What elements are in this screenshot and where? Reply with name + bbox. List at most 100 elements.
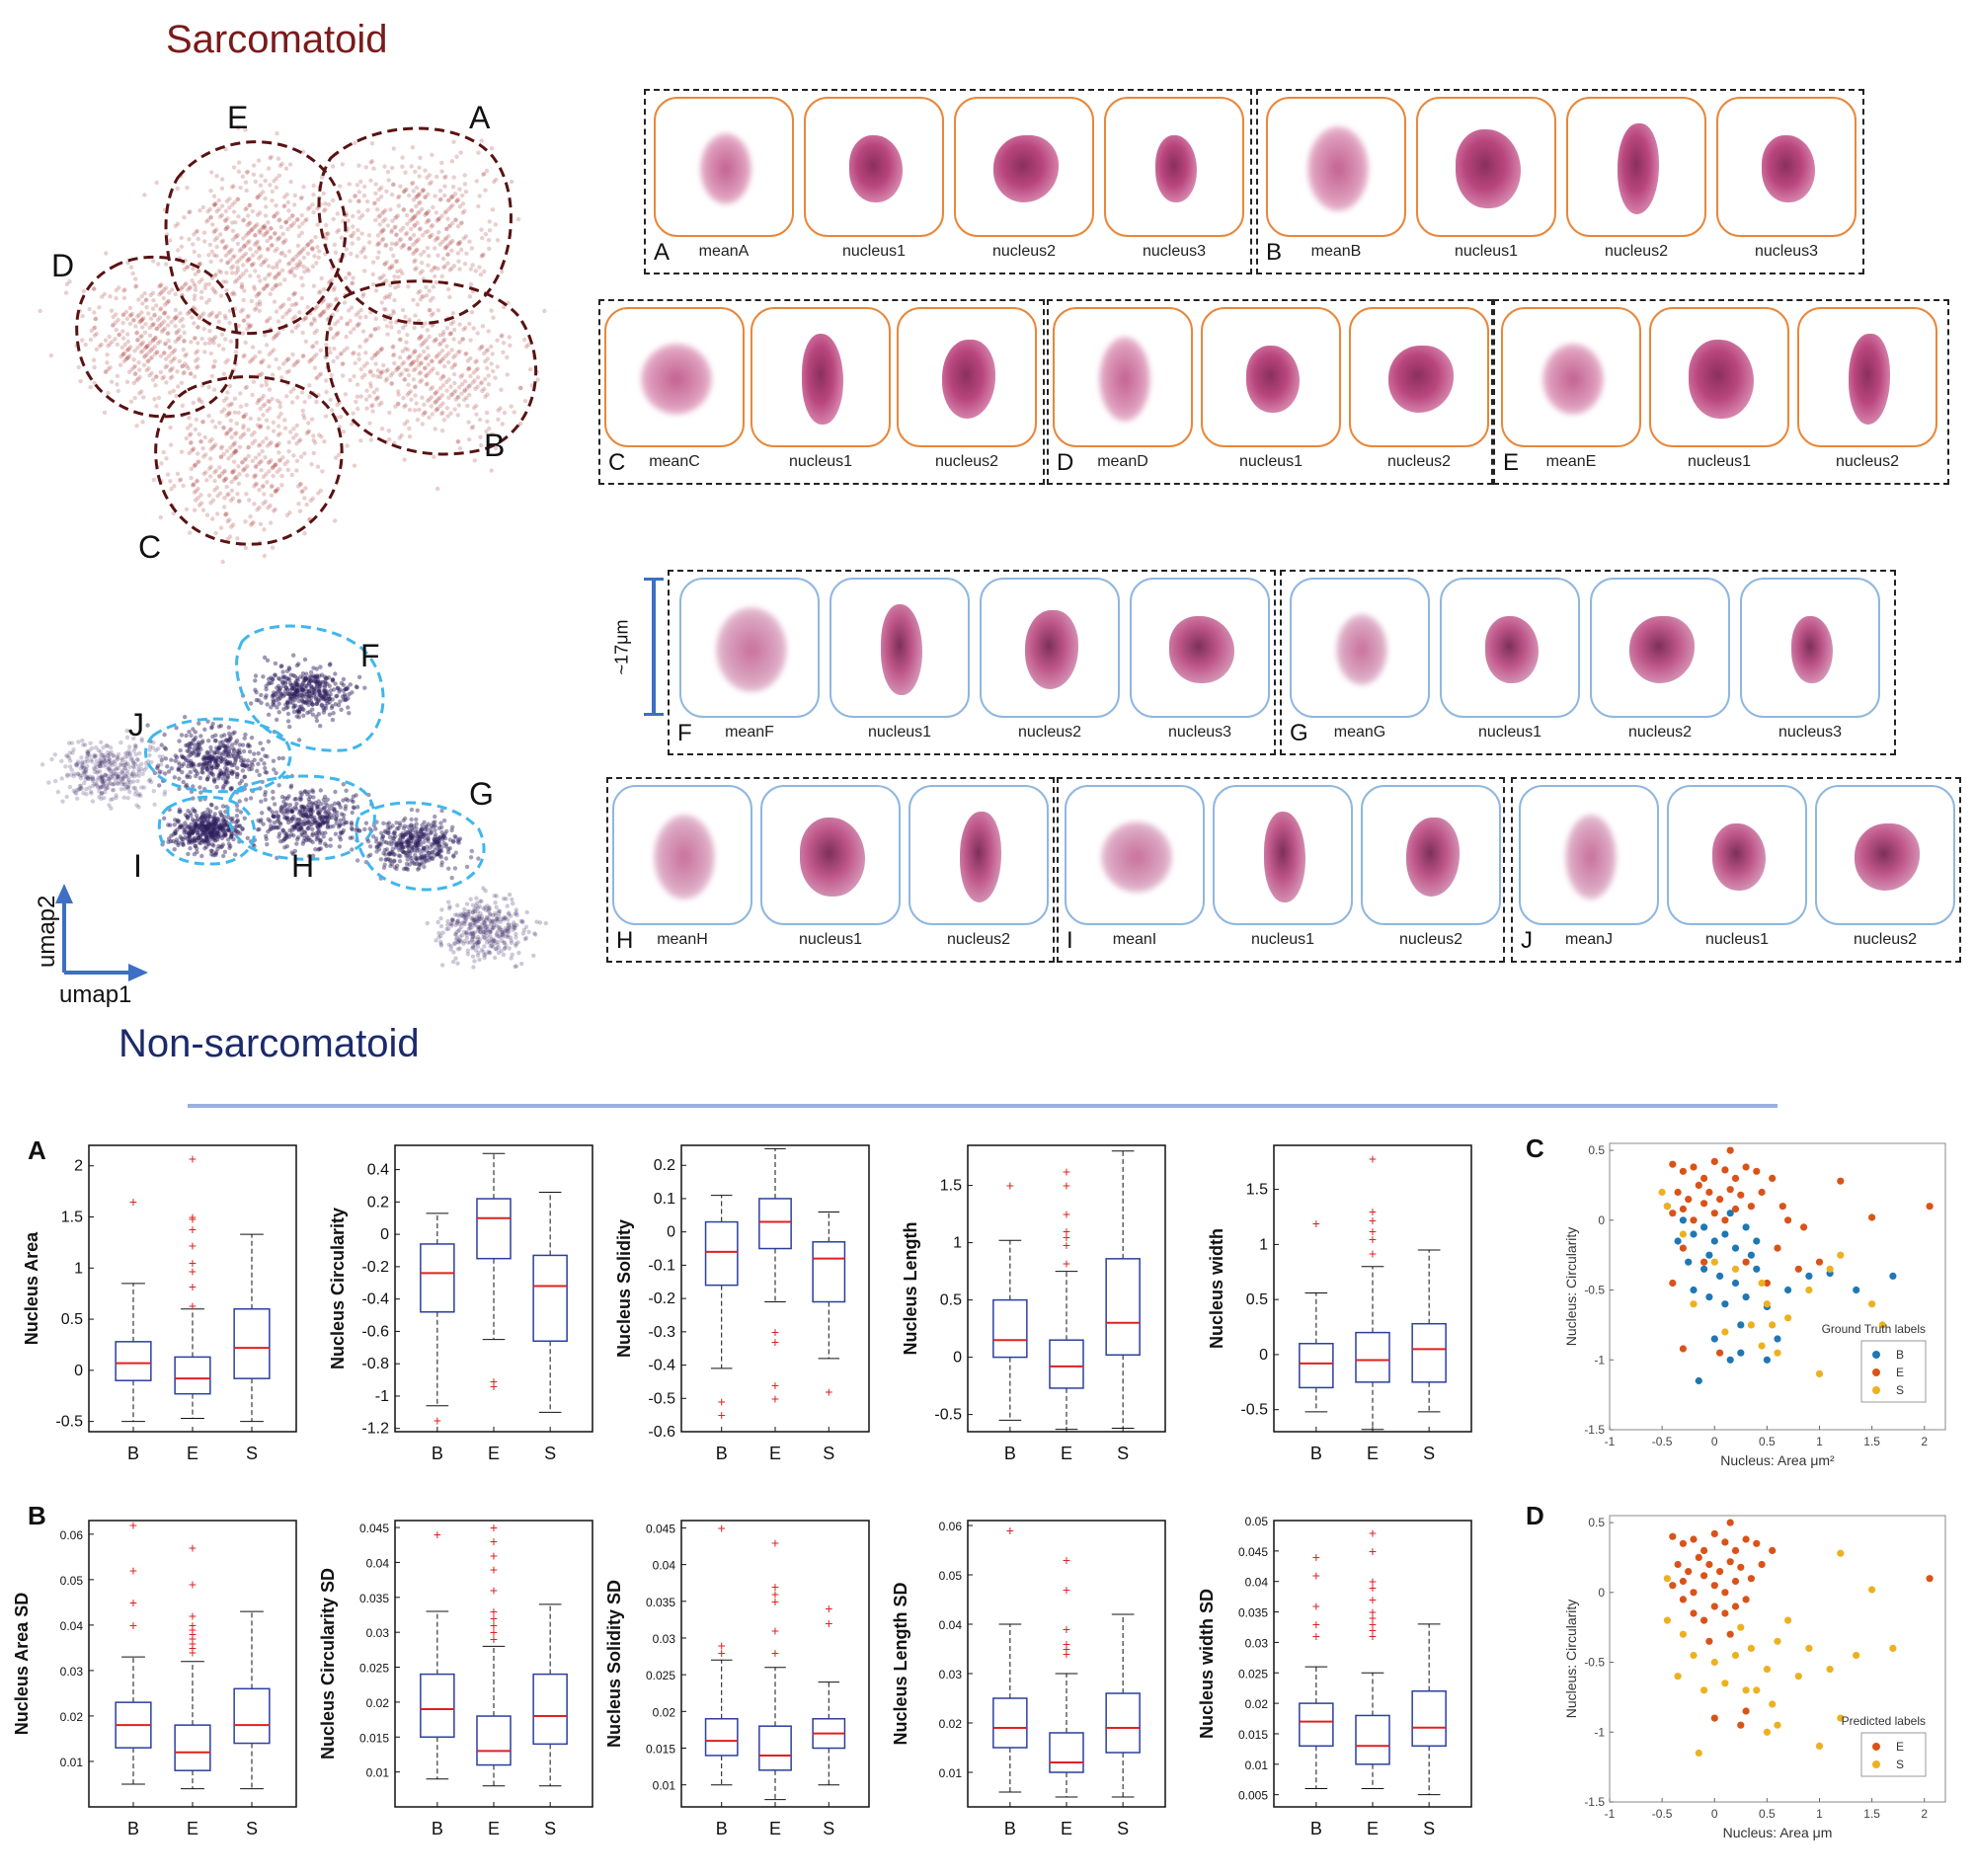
y-tick-label: 0.01 [653,1779,676,1793]
data-point [1853,1651,1860,1660]
data-point [1663,1203,1671,1211]
data-point [1690,1589,1698,1597]
x-tick-label: B [127,1444,139,1463]
box-e: +++++++++E [174,1150,211,1463]
cluster-label-g: G [469,776,494,812]
x-tick-label: 2 [1921,1435,1928,1448]
nucleus-tile [1566,97,1706,237]
data-point [1721,1166,1729,1174]
data-point [1690,1535,1698,1543]
data-point [1769,1321,1777,1329]
cluster-outline-d [75,255,239,419]
x-tick-label: E [1061,1819,1072,1838]
outlier-marker: + [1369,1204,1377,1219]
iqr-box [758,1198,792,1250]
data-point [1700,1616,1708,1624]
data-point [1726,1146,1734,1154]
legend-label: S [1896,1758,1904,1771]
outlier-marker: + [1369,1223,1377,1239]
data-point [1695,1553,1702,1561]
legend-title: Predicted labels [1842,1714,1926,1728]
outlier-marker: + [490,1631,498,1647]
nucleus-tile [897,307,1037,447]
outlier-marker: + [1063,1636,1070,1652]
data-point [1769,1700,1777,1708]
y-tick-label: -0.5 [1240,1402,1268,1419]
nucleus-caption: nucleus2 [1627,724,1693,741]
outlier-marker: + [1312,1598,1320,1613]
data-point [1763,1356,1771,1364]
iqr-box [704,1220,739,1287]
nucleus-tile [1740,578,1880,718]
nucleus-caption: nucleus1 [867,724,932,741]
data-point [1710,1658,1718,1667]
y-axis-label: Nucleus: Circularity [1563,1227,1579,1347]
data-point [1705,1293,1713,1301]
data-point [1805,1272,1813,1280]
legend-marker [1872,1351,1880,1359]
data-point [1679,1205,1687,1213]
iqr-box [1411,1690,1447,1748]
iqr-box [1411,1322,1447,1383]
x-tick-label: S [823,1444,834,1463]
box-b: +++B [704,1520,739,1838]
data-point [1731,1602,1740,1610]
nucleus-image [1155,135,1197,202]
legend-marker [1872,1368,1880,1376]
nucleus-image [960,812,1001,902]
y-tick-label: -0.4 [648,1358,675,1374]
umap-plot: E A D B C F J G I H umap2 umap1 [34,100,548,1007]
data-point [1731,1205,1740,1213]
series-s [1658,1188,1886,1377]
x-tick-label: B [1310,1444,1322,1463]
nucleus-image [993,135,1059,202]
mean-nucleus-image [1101,821,1172,893]
data-point [1658,1188,1666,1197]
outlier-marker: + [1063,1229,1070,1245]
outlier-marker: + [490,1610,498,1626]
outlier-marker: + [771,1390,779,1406]
y-tick-label: 0.05 [1245,1515,1269,1528]
non-sarcomatoid-title: Non-sarcomatoid [118,1022,420,1065]
data-point [1794,1265,1802,1273]
box-b: +++++B [1299,1549,1334,1838]
mean-caption: meanC [649,453,700,470]
outlier-marker: + [129,1617,137,1633]
y-tick-label: 1 [953,1235,962,1252]
data-point [1685,1196,1693,1204]
cluster-label-i: I [133,848,142,884]
box-plot-3: -0.6 -0.5 -0.4 -0.3 -0.2 -0.1 0 0.1 0.2 Nucleus S… [614,1144,870,1463]
data-point [1769,1546,1777,1554]
outlier-marker: + [490,1624,498,1640]
data-point [1878,1321,1886,1329]
y-tick-label: -1 [1594,1725,1605,1739]
x-axis-label: Nucleus: Area μm² [1720,1452,1835,1468]
data-point [1679,1539,1687,1547]
iqr-box [1049,1339,1084,1389]
y-tick-label: 0.045 [1238,1545,1268,1559]
iqr-box [758,1725,792,1771]
mean-nucleus-tile [1053,307,1193,447]
box-e: ++++++E [1355,1150,1390,1463]
mean-caption: meanF [725,724,774,741]
nucleus-tile [1201,307,1341,447]
y-axis-label: Nucleus Area [22,1231,41,1345]
x-tick-label: B [716,1819,728,1838]
data-point [1669,1210,1677,1217]
outlier-marker: + [1312,1568,1320,1584]
outlier-marker: + [1063,1255,1070,1271]
nucleus-tile [1667,785,1807,925]
outlier-marker: + [1369,1622,1377,1638]
x-tick-label: E [488,1819,500,1838]
data-point [1690,1286,1698,1294]
y-tick-label: 0.5 [1246,1291,1268,1308]
outlier-marker: + [1369,1616,1377,1632]
nucleus-tile [1416,97,1556,237]
gallery-letter-b: B [1266,239,1283,266]
outlier-marker: + [189,1644,197,1660]
outlier-marker: + [771,1334,779,1350]
nucleus-caption: nucleus1 [1687,453,1752,470]
data-point [1710,1602,1718,1610]
box-s: +S [812,1211,846,1463]
outlier-marker: + [490,1533,498,1549]
